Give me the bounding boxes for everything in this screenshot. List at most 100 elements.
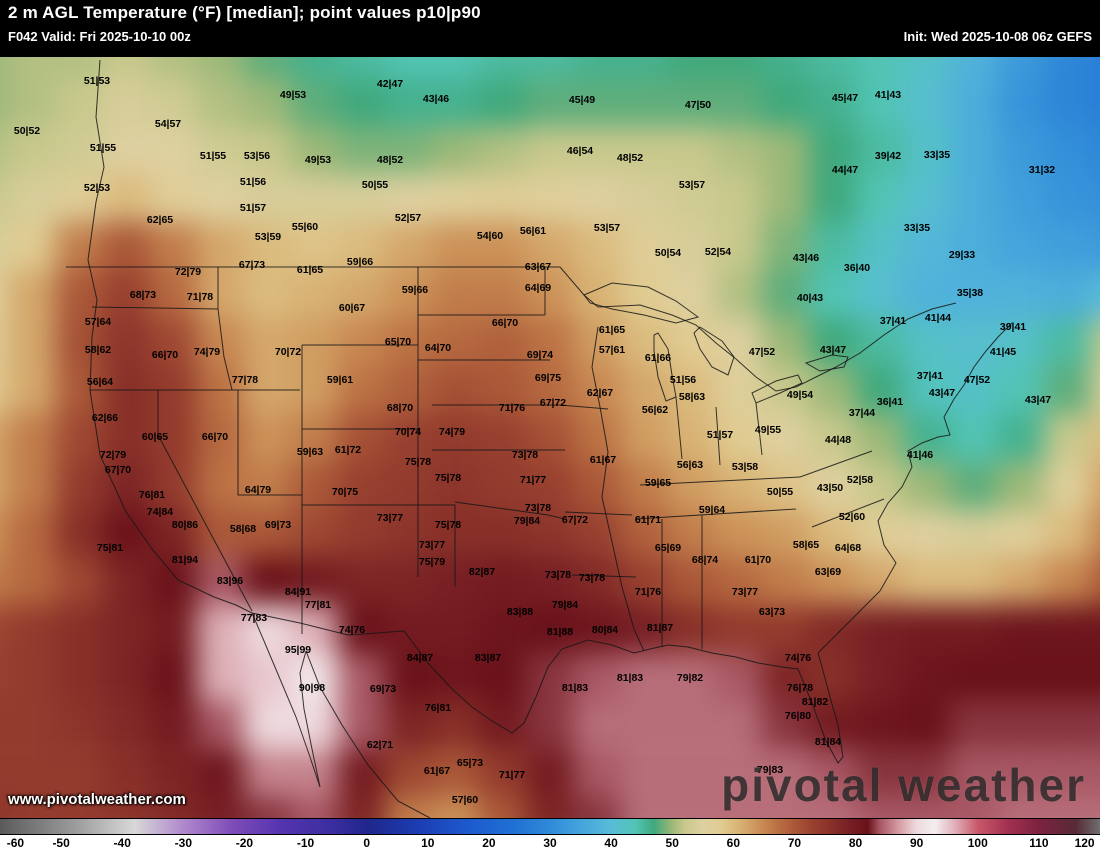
point-value: 58|68 [229,522,257,535]
point-value: 90|98 [298,681,326,694]
point-value: 51|56 [239,175,267,188]
point-value: 67|73 [238,258,266,271]
point-values-layer: 51|53 50|52 54|57 51|55 52|53 49|53 51|55 53|56… [0,57,1100,818]
point-value: 45|47 [831,91,859,104]
point-value: 76|80 [784,709,812,722]
point-value: 52|58 [846,473,874,486]
point-value: 60|67 [338,301,366,314]
point-value: 52|57 [394,211,422,224]
point-value: 62|65 [146,213,174,226]
map-title: 2 m AGL Temperature (°F) [median]; point… [8,3,481,22]
point-value: 81|87 [646,621,674,634]
point-value: 77|83 [240,611,268,624]
point-value: 58|65 [792,538,820,551]
border-path [237,390,302,496]
point-value: 49|53 [279,88,307,101]
point-value: 36|41 [876,395,904,408]
point-value: 61|65 [296,263,324,276]
point-value: 47|50 [684,98,712,111]
point-value: 79|82 [676,671,704,684]
point-value: 43|46 [422,92,450,105]
point-value: 61|70 [744,553,772,566]
point-value: 51|53 [83,74,111,87]
point-value: 79|84 [513,514,541,527]
colorbar-tick: 50 [665,836,679,850]
point-value: 71|78 [186,290,214,303]
point-value: 64|70 [424,341,452,354]
point-value: 64|79 [244,483,272,496]
point-value: 69|74 [526,348,554,361]
colorbar-tick: 0 [363,836,370,850]
point-value: 56|64 [86,375,114,388]
point-value: 51|55 [199,149,227,162]
point-value: 81|83 [616,671,644,684]
point-value: 61|66 [644,351,672,364]
border-path [583,282,700,324]
point-value: 62|67 [586,386,614,399]
border-path [432,449,566,520]
point-value: 61|67 [589,453,617,466]
point-value: 80|84 [591,623,619,636]
point-value: 73|78 [578,571,606,584]
point-value: 51|56 [669,373,697,386]
point-value: 41|45 [989,345,1017,358]
point-value: 59|64 [698,503,726,516]
point-value: 65|70 [384,335,412,348]
point-value: 52|54 [704,245,732,258]
colorbar-tick: -30 [174,836,192,850]
point-value: 76|78 [786,681,814,694]
point-value: 73|78 [524,501,552,514]
map-header: 2 m AGL Temperature (°F) [median]; point… [0,0,1100,57]
point-value: 44|48 [824,433,852,446]
border-path [653,332,677,402]
point-value: 41|44 [924,311,952,324]
point-value: 45|49 [568,93,596,106]
map-canvas[interactable]: 51|53 50|52 54|57 51|55 52|53 49|53 51|55 53|56… [0,57,1100,818]
forecast-valid-time: F042 Valid: Fri 2025-10-10 00z [8,29,191,44]
colorbar-gradient [0,818,1100,835]
colorbar-tick: 20 [482,836,496,850]
point-value: 47|52 [748,345,776,358]
point-value: 53|59 [254,230,282,243]
point-value: 65|69 [654,541,682,554]
point-value: 73|77 [731,585,759,598]
point-value: 57|64 [84,315,112,328]
point-value: 47|52 [963,373,991,386]
colorbar-tick: 70 [787,836,802,850]
border-path [799,450,885,528]
point-value: 67|70 [104,463,132,476]
point-value: 56|62 [641,403,669,416]
colorbar-tick: 110 [1029,836,1049,850]
point-value: 43|47 [819,343,847,356]
point-value: 40|43 [796,291,824,304]
border-path [523,639,783,724]
point-value: 79|83 [756,763,784,776]
point-value: 64|68 [834,541,862,554]
point-value: 63|73 [758,605,786,618]
colorbar-tick: -60 [6,836,25,850]
point-value: 81|84 [814,735,842,748]
point-value: 69|73 [369,682,397,695]
point-value: 33|35 [923,148,951,161]
point-value: 35|38 [956,286,984,299]
point-value: 54|57 [154,117,182,130]
point-value: 66|70 [201,430,229,443]
point-value: 51|55 [89,141,117,154]
point-value: 65|73 [456,756,484,769]
point-value: 59|65 [644,476,672,489]
point-value: 73|78 [544,568,572,581]
point-value: 70|74 [394,425,422,438]
point-value: 54|60 [476,229,504,242]
point-value: 75|79 [418,555,446,568]
colorbar-tick: 10 [421,836,435,850]
border-path [781,652,844,764]
point-value: 42|47 [376,77,404,90]
border-path [157,390,253,612]
border-path [559,266,957,392]
colorbar-ticks: -60 -50 -40 -30 -20 -10 0 10 20 30 40 50 60 70 80 90 100… [0,836,1100,850]
point-value: 61|67 [423,764,451,777]
point-value: 60|65 [141,430,169,443]
point-value: 57|61 [598,343,626,356]
point-value: 71|77 [498,768,526,781]
point-value: 43|50 [816,481,844,494]
